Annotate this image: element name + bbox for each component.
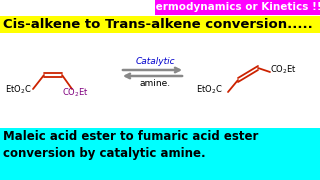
Text: Cis-alkene to Trans-alkene conversion.....: Cis-alkene to Trans-alkene conversion...… (3, 18, 313, 31)
Bar (0, 128, 320, 180)
Text: EtO$_2$C: EtO$_2$C (5, 84, 32, 96)
Text: CO$_2$Et: CO$_2$Et (270, 64, 297, 76)
Text: Catalytic: Catalytic (135, 57, 175, 66)
Text: CO$_2$Et: CO$_2$Et (62, 87, 89, 99)
Bar (0, 16, 320, 33)
Text: EtO$_2$C: EtO$_2$C (196, 84, 223, 96)
Text: amine.: amine. (140, 78, 171, 87)
Text: Thermodynamics or Kinetics !!??: Thermodynamics or Kinetics !!?? (140, 3, 320, 12)
Bar (155, 0, 320, 15)
Text: Maleic acid ester to fumaric acid ester
conversion by catalytic amine.: Maleic acid ester to fumaric acid ester … (3, 129, 258, 161)
